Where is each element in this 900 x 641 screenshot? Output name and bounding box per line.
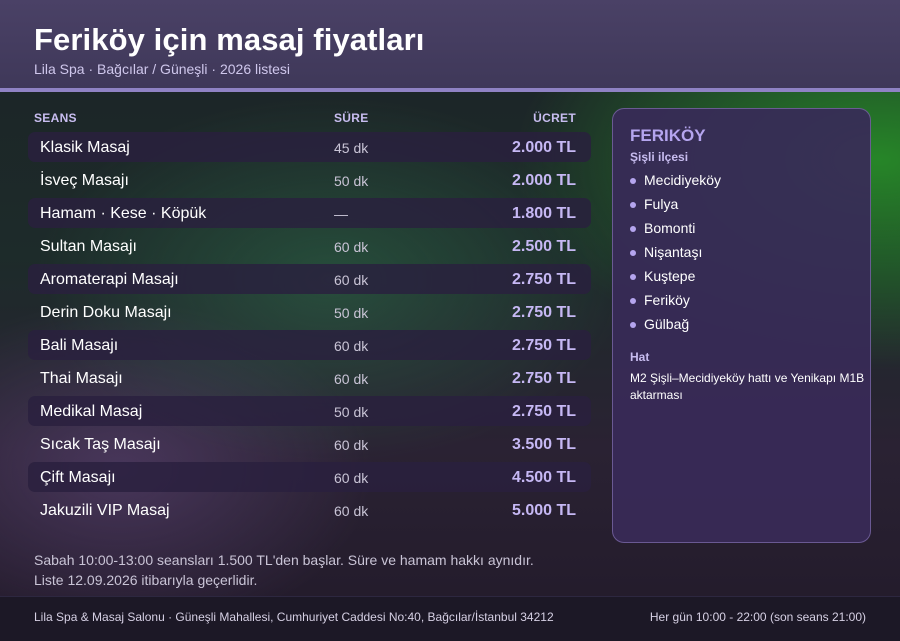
page-title: Feriköy için masaj fiyatları xyxy=(34,22,425,57)
service-duration: 60 dk xyxy=(334,503,369,519)
service-duration: 60 dk xyxy=(334,272,369,288)
service-price: 3.500 TL xyxy=(511,436,576,453)
neighborhood-name: Feriköy xyxy=(644,292,690,308)
service-name: Thai Masajı xyxy=(40,370,123,387)
service-price: 1.800 TL xyxy=(511,205,576,222)
price-row: Çift Masajı 60 dk 4.500 TL xyxy=(28,462,591,492)
neighborhood-name: Nişantaşı xyxy=(644,244,703,260)
bullet-icon xyxy=(630,274,636,280)
bullet-icon xyxy=(630,298,636,304)
neighborhood-name: Bomonti xyxy=(644,220,696,236)
service-name: Aromaterapi Masajı xyxy=(40,271,179,288)
neighborhood-name: Mecidiyeköy xyxy=(644,172,722,188)
price-row: Medikal Masaj 50 dk 2.750 TL xyxy=(28,396,591,426)
service-name: Sıcak Taş Masajı xyxy=(40,436,161,453)
service-price: 2.000 TL xyxy=(511,139,576,156)
service-duration: 60 dk xyxy=(334,371,369,387)
list-item: Bomonti xyxy=(630,219,721,243)
list-item: Kuştepe xyxy=(630,267,721,291)
district-title: FERIKÖY xyxy=(630,126,706,145)
page-header: Feriköy için masaj fiyatları Lila Spa · … xyxy=(0,0,900,92)
page-footer: Lila Spa & Masaj Salonu · Güneşli Mahall… xyxy=(0,596,900,641)
service-duration: 45 dk xyxy=(334,140,369,156)
service-name: İsveç Masajı xyxy=(40,172,129,189)
service-duration: — xyxy=(334,206,348,222)
list-item: Feriköy xyxy=(630,291,721,315)
service-price: 2.750 TL xyxy=(511,403,576,420)
bullet-icon xyxy=(630,178,636,184)
service-price: 2.750 TL xyxy=(511,304,576,321)
service-price: 2.750 TL xyxy=(511,337,576,354)
list-item: Gülbağ xyxy=(630,315,721,339)
price-row: Jakuzili VIP Masaj 60 dk 5.000 TL xyxy=(28,495,591,525)
price-row: Klasik Masaj 45 dk 2.000 TL xyxy=(28,132,591,162)
bullet-icon xyxy=(630,226,636,232)
list-item: Mecidiyeköy xyxy=(630,171,721,195)
list-item: Nişantaşı xyxy=(630,243,721,267)
column-header-ucret: ÜCRET xyxy=(533,111,576,125)
list-item: Fulya xyxy=(630,195,721,219)
service-duration: 50 dk xyxy=(334,404,369,420)
service-duration: 60 dk xyxy=(334,437,369,453)
service-name: Bali Masajı xyxy=(40,337,119,354)
bullet-icon xyxy=(630,250,636,256)
bullet-icon xyxy=(630,322,636,328)
price-table: Klasik Masaj 45 dk 2.000 TL İsveç Masajı… xyxy=(28,132,591,528)
price-row: Sultan Masajı 60 dk 2.500 TL xyxy=(28,231,591,261)
neighborhood-name: Kuştepe xyxy=(644,268,696,284)
price-row: Sıcak Taş Masajı 60 dk 3.500 TL xyxy=(28,429,591,459)
district-subtitle: Şişli ilçesi xyxy=(630,150,689,164)
price-row: Bali Masajı 60 dk 2.750 TL xyxy=(28,330,591,360)
service-name: Derin Doku Masajı xyxy=(40,304,172,321)
neighborhood-name: Gülbağ xyxy=(644,316,690,332)
price-row: İsveç Masajı 50 dk 2.000 TL xyxy=(28,165,591,195)
service-price: 2.750 TL xyxy=(511,271,576,288)
price-row: Hamam · Kese · Köpük — 1.800 TL xyxy=(28,198,591,228)
service-duration: 60 dk xyxy=(334,338,369,354)
neighborhood-name: Fulya xyxy=(644,196,679,212)
page-subtitle: Lila Spa · Bağcılar / Güneşli · 2026 lis… xyxy=(34,61,291,77)
service-name: Çift Masajı xyxy=(40,469,116,486)
service-name: Medikal Masaj xyxy=(40,403,143,420)
price-notes: Sabah 10:00-13:00 seansları 1.500 TL'den… xyxy=(34,550,594,590)
district-panel: FERIKÖY Şişli ilçesi Mecidiyeköy Fulya B… xyxy=(612,108,871,543)
service-name: Sultan Masajı xyxy=(40,238,137,255)
service-name: Jakuzili VIP Masaj xyxy=(40,502,170,519)
service-price: 4.500 TL xyxy=(511,469,576,486)
service-name: Hamam · Kese · Köpük xyxy=(40,205,207,222)
service-duration: 60 dk xyxy=(334,470,369,486)
transit-text: M2 Şişli–Mecidiyeköy hattı ve Yenikapı M… xyxy=(630,371,865,402)
column-header-seans: SEANS xyxy=(34,111,77,125)
service-price: 2.750 TL xyxy=(511,370,576,387)
service-price: 2.000 TL xyxy=(511,172,576,189)
note-validity: Liste 12.09.2026 itibarıyla geçerlidir. xyxy=(34,572,258,588)
service-duration: 50 dk xyxy=(334,173,369,189)
neighborhood-list: Mecidiyeköy Fulya Bomonti Nişantaşı Kuşt… xyxy=(630,171,721,339)
note-morning-sessions: Sabah 10:00-13:00 seansları 1.500 TL'den… xyxy=(34,552,534,568)
service-name: Klasik Masaj xyxy=(40,139,130,156)
service-price: 2.500 TL xyxy=(511,238,576,255)
price-row: Thai Masajı 60 dk 2.750 TL xyxy=(28,363,591,393)
bullet-icon xyxy=(630,202,636,208)
price-row: Aromaterapi Masajı 60 dk 2.750 TL xyxy=(28,264,591,294)
service-duration: 50 dk xyxy=(334,305,369,321)
footer-hours: Her gün 10:00 - 22:00 (son seans 21:00) xyxy=(649,610,866,624)
service-duration: 60 dk xyxy=(334,239,369,255)
footer-address: Lila Spa & Masaj Salonu · Güneşli Mahall… xyxy=(34,610,554,624)
transit-title: Hat xyxy=(630,350,650,364)
service-price: 5.000 TL xyxy=(511,502,576,519)
price-row: Derin Doku Masajı 50 dk 2.750 TL xyxy=(28,297,591,327)
column-header-sure: SÜRE xyxy=(334,111,369,125)
